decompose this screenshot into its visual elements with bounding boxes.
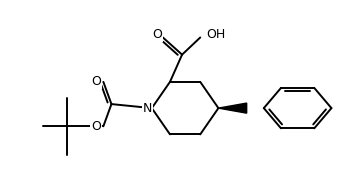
Text: O: O — [91, 120, 101, 133]
Text: O: O — [152, 28, 162, 41]
Polygon shape — [218, 103, 247, 113]
Text: N: N — [143, 102, 153, 115]
Text: O: O — [91, 75, 101, 88]
Text: OH: OH — [206, 28, 226, 41]
